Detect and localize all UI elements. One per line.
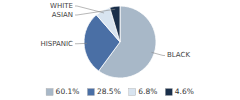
legend-label: 6.8% xyxy=(138,87,157,96)
chart: BLACK HISPANIC WHITEASIAN 60.1% 28.5% 6.8% 4.6… xyxy=(0,0,240,100)
legend-label: 60.1% xyxy=(56,87,80,96)
pie-slice xyxy=(110,6,120,42)
annotations: BLACK HISPANIC WHITEASIAN xyxy=(40,2,190,59)
legend-label: 4.6% xyxy=(175,87,194,96)
leader-line xyxy=(75,43,87,44)
leader-line xyxy=(75,9,115,15)
leader-line xyxy=(151,52,165,55)
leader-line xyxy=(75,6,104,13)
annotation: HISPANIC xyxy=(40,40,73,48)
legend-swatch xyxy=(165,89,172,96)
legend-swatch xyxy=(46,89,53,96)
legend: 60.1% 28.5% 6.8% 4.6% xyxy=(46,87,194,96)
annotation: BLACK xyxy=(167,51,190,59)
pie xyxy=(84,6,156,78)
legend-label: 28.5% xyxy=(97,87,121,96)
legend-swatch xyxy=(87,89,94,96)
annotation: WHITE xyxy=(50,2,73,10)
legend-swatch xyxy=(129,89,136,96)
annotation: ASIAN xyxy=(52,11,73,19)
